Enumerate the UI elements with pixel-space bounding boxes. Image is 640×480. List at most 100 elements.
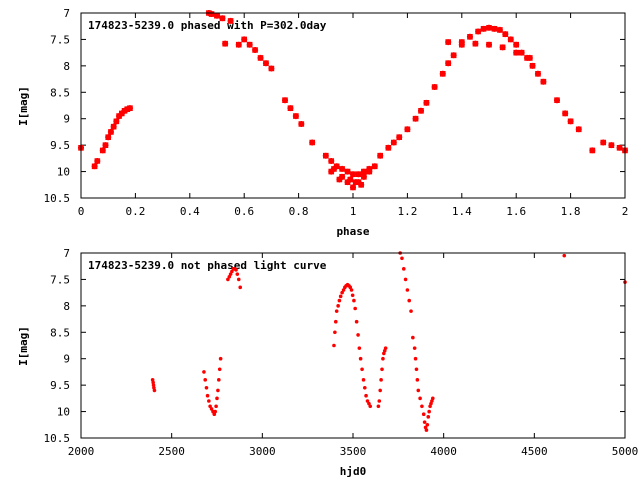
data-point	[383, 346, 388, 350]
data-point	[400, 256, 404, 261]
data-point	[496, 26, 503, 33]
x-tick-label: 1.6	[506, 205, 526, 218]
data-point	[292, 113, 299, 120]
data-point	[377, 152, 384, 159]
data-point	[513, 49, 520, 56]
data-point	[439, 70, 446, 77]
data-point	[513, 41, 520, 48]
x-tick-label: 0	[78, 205, 85, 218]
phased-chart-points	[78, 10, 628, 191]
data-point	[445, 39, 452, 46]
data-point	[409, 309, 413, 313]
x-tick-label: 2500	[158, 445, 185, 458]
data-point	[480, 25, 487, 32]
y-tick-label: 8	[63, 60, 70, 73]
data-point	[450, 52, 457, 59]
y-tick-label: 8.5	[50, 86, 70, 99]
phased-chart-ylabel: I[mag]	[17, 86, 30, 126]
data-point	[218, 356, 223, 361]
data-point	[422, 420, 427, 424]
data-point	[262, 60, 269, 67]
unphased-chart-ticks: 2000 2500 3000 3500 4000 4500 5000 7 7.5 8 8.5 9 9.5…	[44, 247, 639, 458]
data-point	[340, 290, 344, 295]
data-point	[94, 158, 101, 164]
data-point	[414, 367, 419, 372]
data-point	[333, 330, 337, 335]
data-point	[268, 65, 275, 72]
data-point	[420, 404, 424, 409]
data-point	[298, 121, 305, 127]
y-tick-label: 7	[63, 247, 70, 260]
data-point	[534, 70, 541, 77]
y-tick-label: 7.5	[50, 273, 70, 286]
data-point	[215, 396, 219, 401]
data-point	[217, 378, 221, 382]
data-point	[507, 36, 514, 43]
data-point	[475, 28, 482, 35]
unphased-chart-ylabel: I[mag]	[17, 326, 30, 366]
data-point	[366, 168, 373, 175]
y-tick-label: 10	[57, 406, 70, 419]
data-point	[217, 367, 222, 372]
data-point	[466, 33, 473, 40]
data-point	[354, 319, 359, 324]
data-point	[227, 17, 234, 24]
data-point	[352, 298, 356, 303]
data-point	[241, 36, 248, 43]
data-point	[416, 388, 421, 393]
data-point	[252, 47, 259, 53]
y-tick-label: 10.5	[44, 432, 71, 445]
data-point	[216, 388, 220, 393]
data-point	[404, 126, 411, 133]
data-point	[332, 343, 336, 348]
data-point	[336, 304, 340, 308]
data-point	[405, 288, 410, 292]
data-point	[403, 277, 408, 282]
phased-light-curve-chart: 174823-5239.0 phased with P=302.0day pha…	[17, 7, 628, 238]
data-point	[427, 409, 431, 414]
data-point	[337, 298, 342, 303]
data-point	[562, 253, 567, 258]
data-point	[486, 24, 492, 31]
data-point	[107, 128, 114, 135]
unphased-chart-title: 174823-5239.0 not phased light curve	[88, 259, 327, 272]
data-point	[322, 152, 329, 159]
data-point	[360, 168, 367, 175]
data-point	[356, 333, 360, 337]
data-point	[526, 54, 533, 61]
unphased-light-curve-chart: 174823-5239.0 not phased light curve hjd…	[17, 247, 638, 478]
data-point	[99, 147, 106, 154]
y-tick-label: 10	[57, 166, 70, 179]
data-point	[562, 110, 569, 117]
data-point	[589, 147, 596, 154]
data-point	[357, 346, 362, 350]
data-point	[502, 31, 509, 38]
y-tick-label: 9.5	[50, 379, 70, 392]
data-point	[105, 134, 112, 141]
x-tick-label: 0.8	[289, 205, 309, 218]
data-point	[214, 12, 220, 19]
data-point	[412, 115, 419, 122]
data-point	[333, 319, 338, 324]
data-point	[376, 404, 381, 409]
data-point	[235, 41, 242, 48]
data-point	[616, 144, 623, 151]
data-point	[151, 383, 156, 387]
data-point	[364, 393, 368, 398]
data-point	[396, 134, 403, 141]
data-point	[126, 105, 133, 112]
data-point	[371, 163, 378, 170]
data-point	[230, 269, 234, 274]
data-point	[347, 176, 354, 183]
data-point	[411, 335, 415, 340]
data-point	[350, 171, 356, 178]
data-point	[328, 158, 335, 164]
data-point	[423, 99, 430, 106]
data-point	[208, 11, 215, 18]
data-point	[491, 25, 498, 32]
x-tick-label: 2000	[68, 445, 95, 458]
data-point	[234, 268, 238, 272]
data-point	[257, 54, 264, 61]
x-tick-label: 2	[622, 205, 629, 218]
y-tick-label: 7.5	[50, 33, 70, 46]
